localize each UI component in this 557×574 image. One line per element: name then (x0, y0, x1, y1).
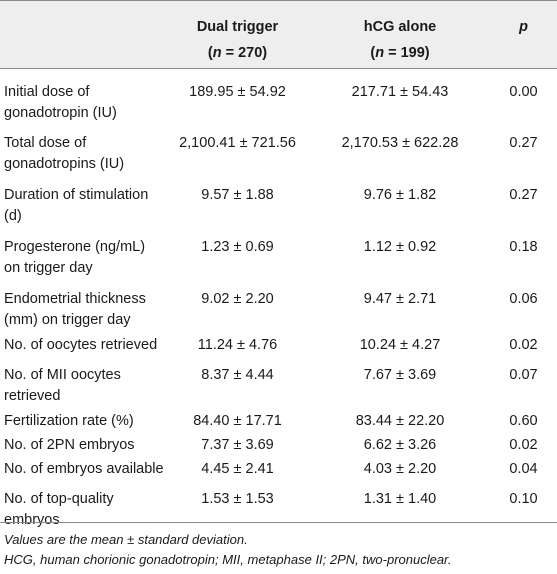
dual-value: 2,100.41 ± 721.56 (179, 135, 296, 151)
hcg-value: 7.67 ± 3.69 (363, 367, 437, 383)
dual-value: 9.57 ± 1.88 (201, 187, 274, 203)
dual-value: 11.24 ± 4.76 (197, 337, 278, 353)
hcg-value: 9.47 ± 2.71 (363, 291, 437, 307)
bottom-rule (0, 522, 557, 523)
dual-value: 1.23 ± 0.69 (201, 239, 274, 255)
row-label: No. of MII oocytes retrieved (4, 367, 121, 404)
hcg-value: 2,170.53 ± 622.28 (341, 135, 459, 151)
header-dual-title: Dual trigger (196, 19, 279, 35)
header-p-value: p (490, 0, 557, 68)
table-row: No. of embryos available 4.45 ± 2.41 4.0… (0, 459, 557, 483)
row-label: Duration of stimulation (d) (4, 187, 149, 224)
table-row: Fertilization rate (%) 84.40 ± 17.71 83.… (0, 411, 557, 435)
hcg-value: 83.44 ± 22.20 (355, 413, 445, 429)
table-row: No. of MII oocytes retrieved 8.37 ± 4.44… (0, 359, 557, 411)
p-value: 0.60 (509, 413, 538, 429)
header-hcg-n-var: n (375, 45, 385, 61)
header-label-cell (0, 0, 165, 68)
row-label: No. of oocytes retrieved (4, 337, 158, 353)
hcg-value: 6.62 ± 3.26 (363, 437, 437, 453)
p-value: 0.02 (509, 337, 538, 353)
header-hcg-alone: hCG alone (n = 199) (310, 0, 490, 68)
hcg-value: 217.71 ± 54.43 (351, 83, 449, 100)
row-label: No. of embryos available (4, 461, 164, 477)
header-hcg-n: (n = 199) (310, 40, 490, 66)
header-dual-n-var: n (212, 45, 222, 61)
table-row: Duration of stimulation (d) 9.57 ± 1.88 … (0, 179, 557, 231)
dual-value: 4.45 ± 2.41 (201, 461, 274, 477)
row-label: Endometrial thickness (mm) on trigger da… (4, 291, 146, 328)
p-value: 0.18 (509, 239, 538, 255)
header-dual-trigger: Dual trigger (n = 270) (165, 0, 310, 68)
table-row: No. of top-quality embryos 1.53 ± 1.53 1… (0, 483, 557, 535)
hcg-value: 1.31 ± 1.40 (363, 491, 437, 507)
dual-value: 1.53 ± 1.53 (201, 491, 274, 507)
row-label: Fertilization rate (%) (4, 413, 134, 429)
hcg-value: 10.24 ± 4.27 (359, 337, 441, 353)
header-p-title: p (519, 19, 528, 35)
hcg-value: 1.12 ± 0.92 (363, 239, 437, 255)
table-row: Progesterone (ng/mL) on trigger day 1.23… (0, 231, 557, 283)
p-value: 0.06 (509, 291, 538, 307)
dual-value: 189.95 ± 54.92 (189, 83, 286, 100)
top-rule (0, 0, 557, 1)
p-value: 0.00 (509, 83, 538, 100)
header-hcg-n-rest: = 199) (384, 45, 430, 61)
row-label: Initial dose of gonadotropin (IU) (4, 83, 117, 121)
header-dual-n-open: ( (207, 45, 213, 61)
row-label: Total dose of gonadotropins (IU) (4, 135, 125, 172)
header-hcg-n-open: ( (370, 45, 376, 61)
footnote-values: Values are the mean ± standard deviation… (4, 532, 248, 547)
header-row: Dual trigger (n = 270) hCG alone (n = 19… (0, 0, 557, 68)
header-hcg-title: hCG alone (363, 19, 437, 35)
footnote-abbreviations: HCG, human chorionic gonadotropin; MII, … (4, 552, 452, 567)
table-row: Endometrial thickness (mm) on trigger da… (0, 283, 557, 335)
dual-value: 84.40 ± 17.71 (193, 413, 282, 429)
p-value: 0.07 (509, 367, 538, 383)
row-label: No. of top-quality embryos (4, 491, 114, 528)
table-footnotes: Values are the mean ± standard deviation… (4, 530, 557, 570)
header-dual-n: (n = 270) (165, 40, 310, 66)
row-label: No. of 2PN embryos (4, 437, 135, 453)
dual-value: 7.37 ± 3.69 (201, 437, 274, 453)
table-row: No. of 2PN embryos 7.37 ± 3.69 6.62 ± 3.… (0, 435, 557, 459)
header-rule (0, 68, 557, 69)
row-label: Progesterone (ng/mL) on trigger day (4, 239, 146, 276)
p-value: 0.04 (509, 461, 538, 477)
table-row: No. of oocytes retrieved 11.24 ± 4.76 10… (0, 335, 557, 359)
hcg-value: 4.03 ± 2.20 (363, 461, 437, 477)
results-table: Dual trigger (n = 270) hCG alone (n = 19… (0, 0, 557, 535)
dual-value: 8.37 ± 4.44 (201, 367, 274, 383)
header-dual-n-rest: = 270) (221, 45, 268, 61)
table-row: Initial dose of gonadotropin (IU) 189.95… (0, 68, 557, 127)
hcg-value: 9.76 ± 1.82 (363, 187, 437, 203)
dual-value: 9.02 ± 2.20 (201, 291, 274, 307)
p-value: 0.02 (509, 437, 538, 453)
p-value: 0.10 (509, 491, 538, 507)
p-value: 0.27 (509, 187, 538, 203)
p-value: 0.27 (509, 135, 538, 151)
table-row: Total dose of gonadotropins (IU) 2,100.4… (0, 127, 557, 179)
